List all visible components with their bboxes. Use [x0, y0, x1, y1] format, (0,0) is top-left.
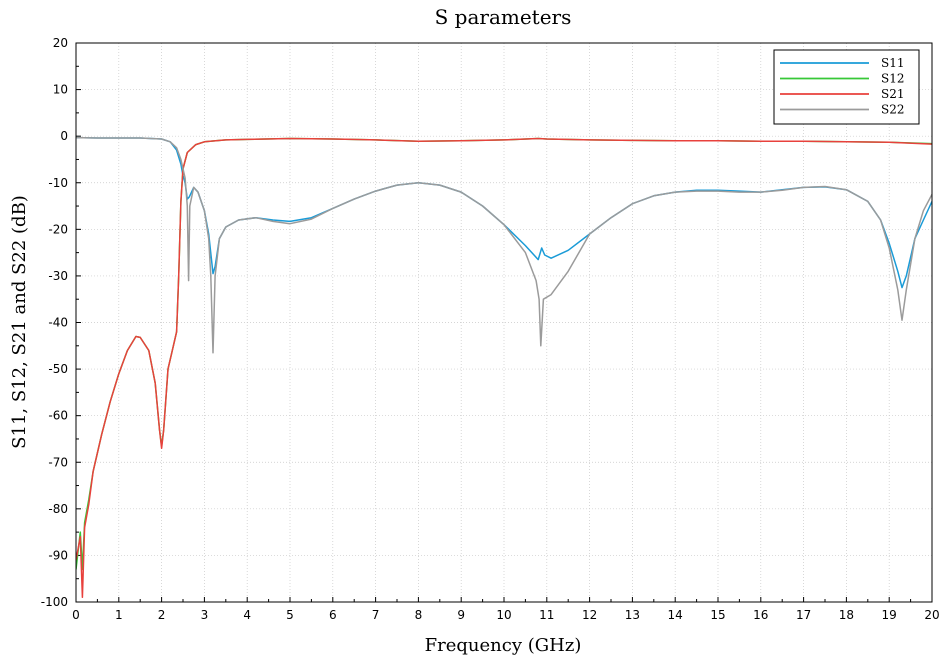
x-tick-label: 4 [243, 608, 251, 622]
chart-title: S parameters [435, 5, 572, 29]
x-tick-label: 7 [372, 608, 380, 622]
x-tick-label: 19 [882, 608, 897, 622]
x-tick-label: 20 [924, 608, 939, 622]
plot-frame [75, 42, 933, 603]
x-tick-label: 14 [668, 608, 683, 622]
x-tick-label: 8 [415, 608, 423, 622]
y-tick-label: -30 [48, 269, 68, 283]
x-tick-label: 1 [115, 608, 123, 622]
y-tick-label: 10 [53, 83, 68, 97]
x-tick-label: 9 [457, 608, 465, 622]
y-tick-label: 20 [53, 36, 68, 50]
x-tick-label: 15 [710, 608, 725, 622]
legend-label-s21: S21 [881, 87, 905, 101]
y-tick-label: -10 [48, 176, 68, 190]
axis-ticks: 0 1 2 3 4 5 6 7 8 9 10 11 12 13 14 15 16 17 18 19 2020100-10… [41, 36, 940, 622]
y-tick-label: -70 [48, 455, 68, 469]
series-lines [76, 136, 932, 599]
y-tick-label: -40 [48, 316, 68, 330]
x-tick-label: 16 [753, 608, 768, 622]
y-tick-label: 0 [60, 129, 68, 143]
x-axis-label: Frequency (GHz) [425, 635, 582, 656]
series-line-s12 [76, 137, 932, 571]
y-tick-label: -100 [41, 595, 68, 609]
x-tick-label: 12 [582, 608, 597, 622]
y-axis-label: S11, S12, S21 and S22 (dB) [9, 195, 30, 449]
legend-label-s11: S11 [881, 56, 905, 70]
grid [76, 43, 932, 602]
legend-label-s22: S22 [881, 103, 905, 117]
y-tick-label: -50 [48, 362, 68, 376]
y-tick-label: -60 [48, 409, 68, 423]
x-tick-label: 10 [496, 608, 511, 622]
x-tick-label: 5 [286, 608, 294, 622]
x-tick-label: 3 [201, 608, 209, 622]
x-tick-label: 17 [796, 608, 811, 622]
x-tick-label: 13 [625, 608, 640, 622]
x-tick-label: 2 [158, 608, 166, 622]
x-tick-label: 11 [539, 608, 554, 622]
y-tick-label: -80 [48, 502, 68, 516]
y-tick-label: -20 [48, 222, 68, 236]
series-line-s22 [76, 136, 932, 354]
x-tick-label: 18 [839, 608, 854, 622]
y-tick-label: -90 [48, 548, 68, 562]
legend-label-s12: S12 [881, 72, 905, 86]
x-tick-label: 6 [329, 608, 337, 622]
x-tick-label: 0 [72, 608, 80, 622]
